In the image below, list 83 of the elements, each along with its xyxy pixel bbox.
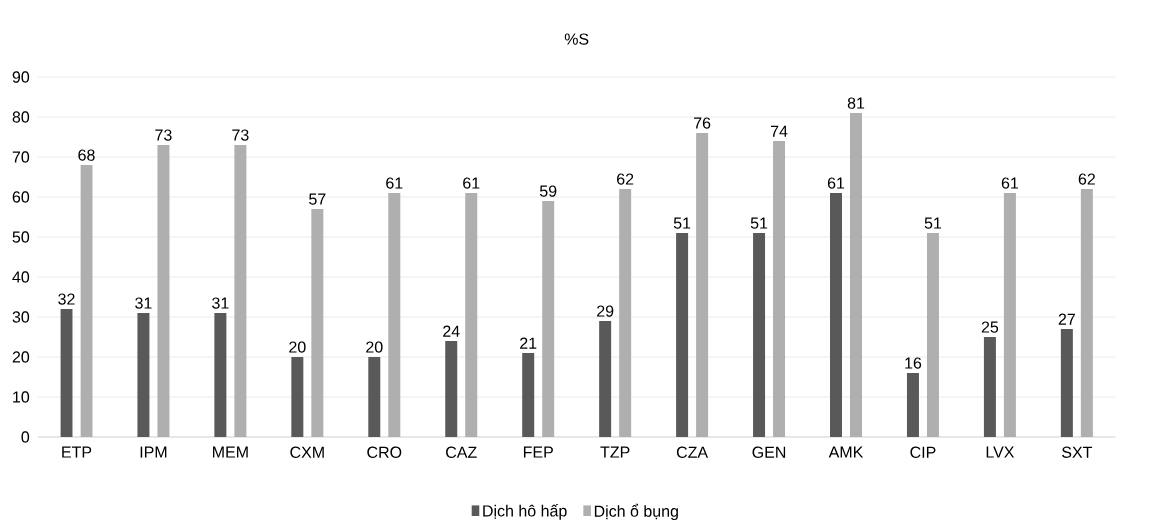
x-tick-label: ETP [62, 446, 92, 458]
legend-label: Dịch hô hấp [483, 504, 567, 520]
data-label: 51 [924, 217, 942, 229]
y-tick-label: 30 [12, 311, 30, 323]
bar [465, 193, 478, 437]
bar [445, 341, 458, 437]
data-label: 32 [58, 293, 75, 305]
data-label: 57 [309, 193, 326, 205]
bar [1060, 329, 1073, 437]
data-label: 74 [770, 125, 788, 137]
data-label: 61 [386, 177, 403, 189]
bar [850, 113, 863, 437]
data-label: 73 [232, 129, 249, 141]
bar [773, 141, 786, 437]
bar [80, 165, 93, 437]
y-tick-label: 70 [12, 151, 30, 163]
bar [137, 313, 150, 437]
y-tick-label: 40 [12, 271, 30, 283]
bar [368, 357, 381, 437]
data-label: 62 [617, 173, 634, 185]
data-label: 24 [443, 325, 460, 337]
bar [214, 313, 227, 437]
data-label: 20 [366, 341, 383, 353]
y-tick-label: 20 [12, 351, 30, 363]
y-tick-label: 50 [12, 231, 30, 243]
legend-label: Dịch ổ bụng [594, 503, 678, 521]
data-label: 20 [289, 341, 306, 353]
data-label: 31 [212, 297, 229, 309]
bar [753, 233, 766, 437]
x-tick-label: CZA [676, 446, 709, 458]
data-label: 81 [847, 97, 865, 109]
x-tick-label: AMK [828, 446, 864, 458]
bar [906, 373, 919, 437]
data-label: 73 [155, 129, 172, 141]
x-tick-label: FEP [523, 446, 553, 458]
bar [676, 233, 689, 437]
x-tick-label: CXM [290, 446, 324, 458]
data-label: 76 [694, 117, 711, 129]
x-tick-label: SXT [1062, 446, 1093, 458]
bar [291, 357, 304, 437]
y-tick-label: 60 [12, 191, 30, 203]
x-tick-label: IPM [140, 446, 167, 458]
bar [234, 145, 247, 437]
data-label: 25 [981, 321, 999, 333]
bar [60, 309, 73, 437]
x-tick-label: MEM [213, 446, 248, 458]
y-tick-label: 80 [12, 111, 30, 123]
data-label: 51 [673, 217, 691, 229]
y-tick-label: 90 [12, 71, 30, 83]
bar [696, 133, 709, 437]
data-label: 27 [1058, 313, 1075, 325]
chart-title: %S [564, 33, 589, 45]
y-tick-label: 0 [21, 431, 30, 443]
data-label: 21 [520, 337, 537, 349]
bar [522, 353, 535, 437]
y-tick-label: 10 [13, 391, 30, 403]
data-label: 62 [1078, 173, 1095, 185]
bar [388, 193, 401, 437]
x-tick-label: CRO [367, 446, 402, 458]
bar [983, 337, 996, 437]
bar [542, 201, 555, 437]
data-label: 61 [463, 177, 480, 189]
bar [1080, 189, 1093, 437]
bar [599, 321, 612, 437]
data-label: 51 [750, 217, 768, 229]
bar [157, 145, 170, 437]
data-label: 61 [827, 177, 845, 189]
data-label: 59 [539, 185, 557, 197]
bar [1003, 193, 1016, 437]
x-tick-label: CIP [910, 446, 936, 458]
x-tick-label: TZP [600, 446, 630, 458]
x-tick-label: GEN [752, 446, 786, 458]
bar [926, 233, 939, 437]
data-label: 31 [135, 297, 152, 309]
bar [311, 209, 324, 437]
data-label: 68 [78, 149, 95, 161]
x-tick-label: CAZ [446, 446, 477, 458]
data-label: 16 [905, 357, 922, 369]
x-tick-label: LVX [986, 446, 1015, 458]
bar [619, 189, 632, 437]
bar [830, 193, 843, 437]
data-label: 61 [1001, 177, 1019, 189]
data-label: 29 [597, 305, 614, 317]
